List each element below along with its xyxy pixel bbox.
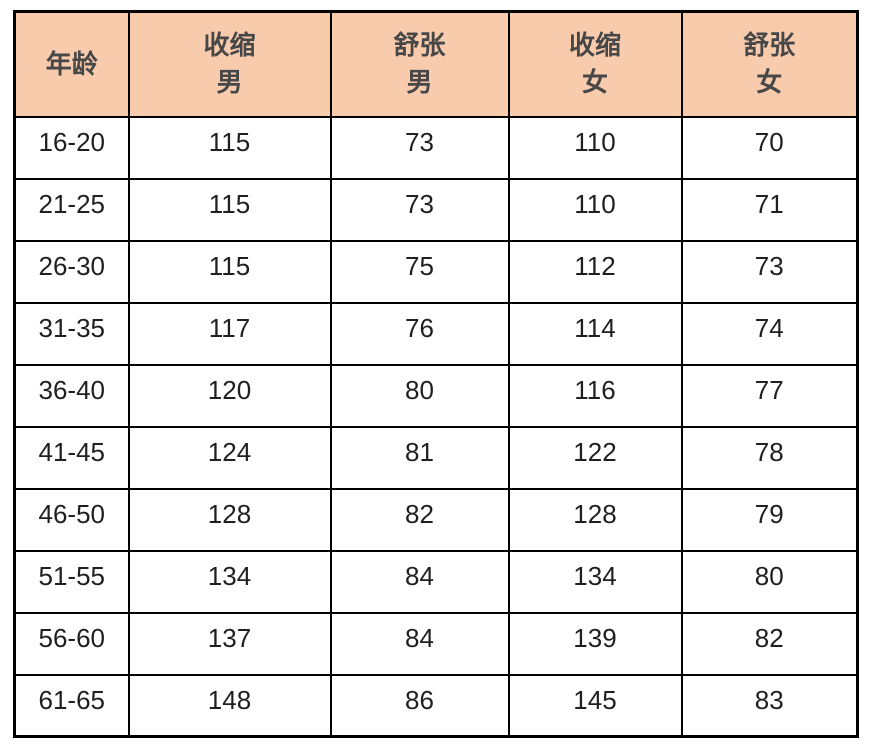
value-cell: 148 — [127, 673, 332, 738]
value-cell: 74 — [680, 301, 859, 366]
age-cell: 26-30 — [13, 239, 130, 304]
value-cell: 110 — [507, 177, 683, 242]
value-cell: 134 — [127, 549, 332, 614]
header-sublabel: 男 — [406, 67, 433, 98]
value-cell: 115 — [127, 177, 332, 242]
value-cell: 75 — [329, 239, 510, 304]
value-cell: 76 — [329, 301, 510, 366]
value-cell: 84 — [329, 611, 510, 676]
table-row: 36-40 120 80 116 77 — [13, 363, 859, 428]
value-cell: 73 — [329, 115, 510, 180]
value-cell: 86 — [329, 673, 510, 738]
header-sublabel: 男 — [216, 67, 243, 98]
header-sublabel: 女 — [756, 67, 783, 98]
value-cell: 82 — [680, 611, 859, 676]
value-cell: 80 — [680, 549, 859, 614]
table-row: 26-30 115 75 112 73 — [13, 239, 859, 304]
value-cell: 117 — [127, 301, 332, 366]
header-cell-systolic-male: 收缩 男 — [127, 10, 332, 118]
value-cell: 80 — [329, 363, 510, 428]
value-cell: 78 — [680, 425, 859, 490]
value-cell: 137 — [127, 611, 332, 676]
table-row: 51-55 134 84 134 80 — [13, 549, 859, 614]
age-cell: 56-60 — [13, 611, 130, 676]
table-row: 21-25 115 73 110 71 — [13, 177, 859, 242]
header-cell-diastolic-female: 舒张 女 — [680, 10, 859, 118]
age-cell: 51-55 — [13, 549, 130, 614]
header-cell-diastolic-male: 舒张 男 — [329, 10, 510, 118]
value-cell: 128 — [127, 487, 332, 552]
value-cell: 110 — [507, 115, 683, 180]
value-cell: 81 — [329, 425, 510, 490]
value-cell: 77 — [680, 363, 859, 428]
table-row: 16-20 115 73 110 70 — [13, 115, 859, 180]
header-label: 收缩 — [203, 30, 256, 61]
blood-pressure-table: 年龄 收缩 男 舒张 男 收缩 女 舒张 女 — [13, 10, 859, 738]
value-cell: 73 — [680, 239, 859, 304]
value-cell: 122 — [507, 425, 683, 490]
age-cell: 61-65 — [13, 673, 130, 738]
age-cell: 31-35 — [13, 301, 130, 366]
age-cell: 36-40 — [13, 363, 130, 428]
value-cell: 134 — [507, 549, 683, 614]
value-cell: 84 — [329, 549, 510, 614]
value-cell: 145 — [507, 673, 683, 738]
table-row: 31-35 117 76 114 74 — [13, 301, 859, 366]
value-cell: 79 — [680, 487, 859, 552]
value-cell: 139 — [507, 611, 683, 676]
table-row: 46-50 128 82 128 79 — [13, 487, 859, 552]
header-sublabel: 女 — [581, 67, 608, 98]
header-label: 舒张 — [393, 30, 446, 61]
value-cell: 73 — [329, 177, 510, 242]
value-cell: 71 — [680, 177, 859, 242]
header-label: 舒张 — [743, 30, 796, 61]
age-cell: 16-20 — [13, 115, 130, 180]
value-cell: 115 — [127, 239, 332, 304]
header-row: 年龄 收缩 男 舒张 男 收缩 女 舒张 女 — [13, 10, 859, 118]
value-cell: 120 — [127, 363, 332, 428]
value-cell: 82 — [329, 487, 510, 552]
value-cell: 116 — [507, 363, 683, 428]
table-row: 41-45 124 81 122 78 — [13, 425, 859, 490]
value-cell: 124 — [127, 425, 332, 490]
value-cell: 112 — [507, 239, 683, 304]
header-cell-age: 年龄 — [13, 10, 130, 118]
age-cell: 41-45 — [13, 425, 130, 490]
table-row: 61-65 148 86 145 83 — [13, 673, 859, 738]
header-label: 年龄 — [45, 48, 98, 79]
header-label: 收缩 — [568, 30, 621, 61]
value-cell: 128 — [507, 487, 683, 552]
value-cell: 83 — [680, 673, 859, 738]
table-row: 56-60 137 84 139 82 — [13, 611, 859, 676]
header-cell-systolic-female: 收缩 女 — [507, 10, 683, 118]
value-cell: 70 — [680, 115, 859, 180]
value-cell: 114 — [507, 301, 683, 366]
age-cell: 21-25 — [13, 177, 130, 242]
value-cell: 115 — [127, 115, 332, 180]
age-cell: 46-50 — [13, 487, 130, 552]
